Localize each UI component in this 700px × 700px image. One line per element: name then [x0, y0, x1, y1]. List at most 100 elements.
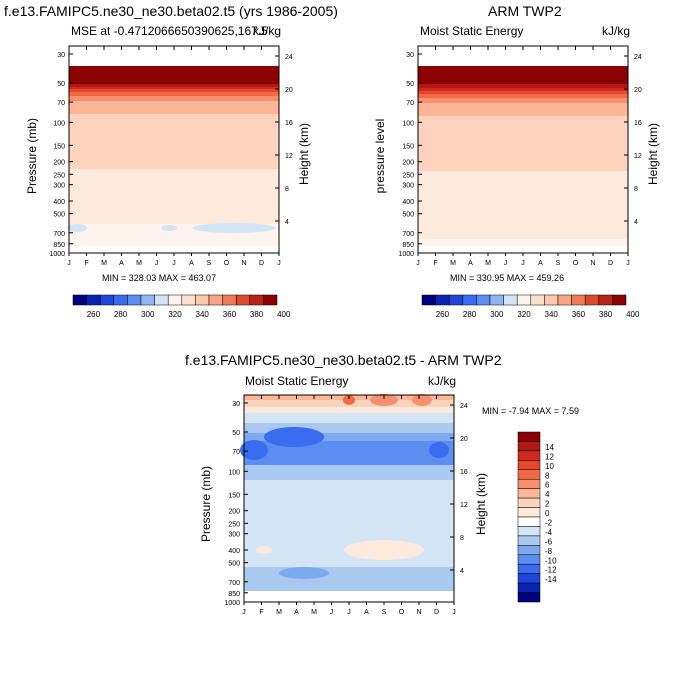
colorbar-label: 400	[626, 310, 640, 319]
colorbar-swatch	[517, 526, 541, 537]
colorbar-label: 0	[545, 509, 550, 518]
pressure-tick-label: 150	[53, 143, 65, 150]
month-tick-label: M	[311, 609, 317, 616]
contour-region	[370, 394, 398, 406]
month-tick-label: D	[608, 260, 613, 267]
pressure-tick-label: 400	[53, 199, 65, 206]
contour-band	[244, 465, 454, 480]
colorbar-swatch	[195, 294, 210, 306]
colorbar-swatch	[421, 294, 436, 306]
panel3-plot: 30 50 70 100 150 200 250 300 400 500 700 850 1000 24 2…	[224, 394, 468, 616]
contour-region	[256, 546, 272, 554]
month-tick-label: A	[119, 260, 124, 267]
colorbar-swatch	[154, 294, 169, 306]
colorbar-swatch	[571, 294, 586, 306]
pressure-tick-label: 300	[402, 183, 414, 190]
pressure-tick-label: 1000	[398, 251, 414, 258]
contour-region	[429, 442, 449, 458]
panel1-subtitle: MSE at -0.4712066650390625,167.5	[71, 24, 268, 38]
colorbar-swatch	[517, 460, 541, 471]
month-tick-label: D	[259, 260, 264, 267]
colorbar-swatch	[517, 563, 541, 574]
colorbar-swatch	[263, 294, 278, 306]
contour-region	[264, 427, 324, 447]
month-tick-label: J	[504, 260, 508, 267]
colorbar-swatch	[517, 592, 541, 603]
month-tick-label: N	[416, 609, 421, 616]
colorbar-label: 4	[545, 490, 550, 499]
pressure-tick-label: 200	[53, 160, 65, 167]
month-tick-label: M	[101, 260, 107, 267]
colorbar-swatch	[86, 294, 101, 306]
pressure-tick-label: 100	[402, 120, 414, 127]
contour-band	[69, 87, 279, 89]
height-tick-label: 8	[285, 186, 289, 193]
colorbar-swatch	[517, 516, 541, 527]
height-tick-label: 24	[634, 54, 642, 61]
colorbar-swatch	[476, 294, 491, 306]
pressure-tick-label: 70	[232, 449, 240, 456]
colorbar-label: 320	[168, 310, 182, 319]
colorbar-label: 8	[545, 471, 550, 480]
colorbar-swatch	[530, 294, 545, 306]
contour-band	[69, 169, 279, 224]
colorbar-label: 14	[545, 443, 554, 452]
colorbar-label: 2	[545, 500, 550, 509]
contour-band	[69, 84, 279, 87]
panel2-stats: MIN = 330.95 MAX = 459.26	[450, 273, 565, 283]
contour-region	[343, 395, 355, 405]
colorbar-swatch	[612, 294, 627, 306]
contour-band	[69, 96, 279, 101]
pressure-tick-label: 70	[406, 100, 414, 107]
pressure-tick-label: 100	[228, 469, 240, 476]
colorbar-swatch	[517, 554, 541, 565]
month-tick-label: N	[590, 260, 595, 267]
month-tick-label: M	[136, 260, 142, 267]
height-tick-label: 24	[460, 403, 468, 410]
colorbar-label: 340	[196, 310, 210, 319]
colorbar-label: 280	[114, 310, 128, 319]
contour-band	[244, 585, 454, 591]
month-tick-label: S	[382, 609, 387, 616]
colorbar-swatch	[448, 294, 464, 306]
contour-band	[244, 480, 454, 545]
colorbar-swatch	[517, 535, 541, 546]
colorbar-swatch	[208, 294, 223, 306]
month-tick-label: D	[434, 609, 439, 616]
pressure-tick-label: 500	[228, 561, 240, 568]
height-tick-label: 16	[285, 120, 293, 127]
colorbar-label: -8	[545, 547, 553, 556]
panel3-subtitle: Moist Static Energy	[245, 374, 349, 388]
pressure-tick-label: 100	[53, 120, 65, 127]
pressure-tick-label: 250	[228, 521, 240, 528]
contour-band	[244, 567, 454, 585]
colorbar-swatch	[235, 294, 251, 306]
contour-band	[418, 88, 628, 91]
pressure-tick-label: 400	[228, 548, 240, 555]
contour-band	[418, 66, 628, 84]
colorbar-swatch	[462, 294, 477, 306]
pressure-tick-label: 850	[53, 242, 65, 249]
month-tick-label: J	[330, 609, 334, 616]
panel3-ylabel-right: Height (km)	[474, 473, 488, 536]
pressure-tick-label: 850	[228, 591, 240, 598]
contour-band	[418, 98, 628, 103]
colorbar-label: 260	[87, 310, 101, 319]
contour-band	[69, 89, 279, 92]
month-tick-label: F	[84, 260, 88, 267]
month-tick-label: J	[452, 609, 456, 616]
pressure-tick-label: 200	[402, 160, 414, 167]
contour-region	[240, 440, 268, 460]
contour-band	[69, 92, 279, 96]
panel3-units: kJ/kg	[428, 374, 457, 388]
colorbar-swatch	[435, 294, 450, 306]
colorbar-swatch	[167, 294, 183, 306]
contour-region	[161, 225, 177, 231]
month-tick-label: M	[276, 609, 282, 616]
pressure-tick-label: 50	[406, 81, 414, 88]
month-tick-label: J	[626, 260, 630, 267]
colorbar-label: 6	[545, 481, 550, 490]
colorbar-label: 400	[277, 310, 291, 319]
month-tick-label: S	[207, 260, 212, 267]
pressure-tick-label: 500	[53, 212, 65, 219]
